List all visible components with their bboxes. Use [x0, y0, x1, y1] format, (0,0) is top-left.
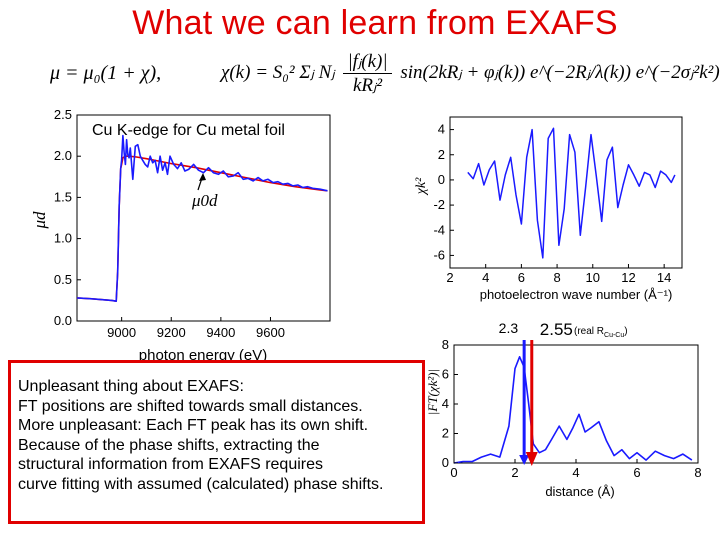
chi-y-tick-label: -6	[433, 247, 445, 262]
chi-x-tick-label: 6	[518, 270, 525, 285]
absorption-annotation-label: μ0d	[191, 191, 218, 210]
absorption-y-tick-label: 1.0	[54, 231, 72, 246]
ft-y-tick-label: 2	[442, 426, 449, 441]
chi-x-tick-label: 10	[586, 270, 600, 285]
chi-y-tick-label: -2	[433, 197, 445, 212]
chi-plot-frame	[449, 116, 683, 269]
absorption-plot-frame	[76, 114, 331, 322]
mu-equation: μ = μ₀(1 + χ),	[50, 62, 162, 84]
chi-x-tick-label: 8	[553, 270, 560, 285]
chi-series-line	[467, 127, 676, 259]
chi-y-tick-label: 2	[438, 147, 445, 162]
blue-arrow-head	[519, 455, 530, 465]
ft-y-tick-label: 4	[442, 396, 449, 411]
ft-x-tick-label: 2	[511, 465, 518, 480]
blue-arrow-label: 2.3	[499, 320, 519, 336]
ft-x-axis-label: distance (Å)	[545, 484, 614, 499]
absorption-y-axis-label: μd	[30, 211, 49, 230]
red-arrow-label: 2.55	[540, 320, 573, 339]
ft-x-tick-label: 8	[694, 465, 701, 480]
absorption-plot-title: Cu K-edge for Cu metal foil	[92, 122, 285, 139]
ft-y-tick-label: 8	[442, 337, 449, 352]
chi-x-tick-label: 14	[657, 270, 671, 285]
chi-x-tick-label: 12	[621, 270, 635, 285]
note-line: More unpleasant: Each FT peak has its ow…	[18, 417, 369, 434]
chi-y-tick-label: 0	[438, 172, 445, 187]
note-line: structural information from EXAFS requir…	[18, 456, 323, 473]
slide-title: What we can learn from EXAFS	[132, 4, 618, 42]
ft-x-tick-label: 4	[572, 465, 579, 480]
absorption-y-tick-label: 0.5	[54, 272, 72, 287]
absorption-y-tick-label: 1.5	[54, 189, 72, 204]
ft-x-tick-label: 6	[633, 465, 640, 480]
note-line: Unpleasant thing about EXAFS:	[18, 378, 244, 395]
absorption-x-tick-label: 9000	[107, 325, 136, 340]
chi-y-tick-label: -4	[433, 222, 445, 237]
chi-equation-lhs: χ(k) = S₀² Σⱼ Nⱼ	[221, 61, 335, 83]
annotation-arrow-head	[199, 173, 206, 181]
ft-series-line	[453, 355, 693, 464]
ft-plot-frame	[453, 344, 699, 464]
note-line: curve fitting with assumed (calculated) …	[18, 475, 384, 493]
chi-x-tick-label: 2	[446, 270, 453, 285]
absorption-x-tick-label: 9400	[206, 325, 235, 340]
absorption-x-tick-label: 9200	[157, 325, 186, 340]
note-box: Unpleasant thing about EXAFS: FT positio…	[8, 360, 425, 524]
chi-equation: χ(k) = S₀² Σⱼ Nⱼ |fⱼ(k)| kRⱼ² sin(2kRⱼ +…	[221, 50, 720, 97]
chi-y-axis-label: χk²	[414, 177, 429, 196]
ft-y-axis-label: |FT(χk²)|	[425, 369, 440, 415]
red-arrow-head	[525, 452, 538, 466]
chi-equation-rhs: sin(2kRⱼ + φⱼ(k)) e^(−2Rⱼ/λ(k)) e^(−2σⱼ²…	[400, 61, 720, 83]
chi-equation-fraction: |fⱼ(k)| kRⱼ²	[343, 50, 392, 97]
absorption-y-tick-label: 2.0	[54, 148, 72, 163]
note-line: FT positions are shifted towards small d…	[18, 397, 363, 415]
chi-x-axis-label: photoelectron wave number (Å⁻¹)	[480, 287, 673, 302]
chi-x-tick-label: 4	[482, 270, 489, 285]
chi-equation-numerator: |fⱼ(k)|	[343, 50, 392, 74]
absorption-x-tick-label: 9600	[256, 325, 285, 340]
chi-equation-denominator: kRⱼ²	[352, 75, 383, 96]
chi-y-tick-label: 4	[438, 122, 445, 137]
ft-x-tick-label: 0	[450, 465, 457, 480]
note-line: Because of the phase shifts, extracting …	[18, 436, 320, 454]
real-distance-note: (real RCu-Cu)	[574, 326, 628, 339]
absorption-x-axis-label: photon energy (eV)	[139, 347, 267, 364]
absorption-series-line	[76, 134, 328, 303]
ft-y-tick-label: 0	[442, 455, 449, 470]
ft-y-tick-label: 6	[442, 367, 449, 382]
absorption-y-tick-label: 0.0	[54, 313, 72, 328]
absorption-y-tick-label: 2.5	[54, 107, 72, 122]
